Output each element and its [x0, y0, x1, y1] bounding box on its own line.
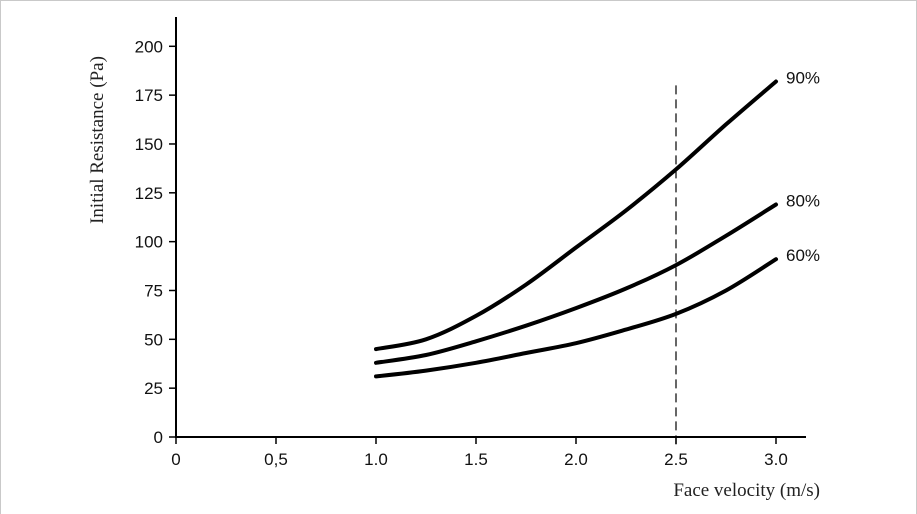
series-lines: [374, 79, 778, 379]
y-tick-label: 175: [135, 86, 163, 105]
series-line-90pct: [374, 79, 778, 352]
x-tick-label: 0,5: [264, 450, 288, 469]
series-line-60pct: [374, 257, 778, 379]
x-tick-label: 0: [171, 450, 180, 469]
y-tick-label: 100: [135, 233, 163, 252]
y-tick-label: 200: [135, 37, 163, 56]
x-axis-title: Face velocity (m/s): [673, 480, 820, 501]
x-tick-label: 2.5: [664, 450, 688, 469]
series-label: 60%: [786, 246, 820, 265]
y-tick-label: 50: [144, 330, 163, 349]
y-tick-label: 25: [144, 379, 163, 398]
series-label: 80%: [786, 192, 820, 211]
x-tick-label: 3.0: [764, 450, 788, 469]
series-label: 90%: [786, 68, 820, 87]
series-labels: 90% 80% 60%: [786, 68, 820, 265]
x-tick-label: 1.5: [464, 450, 488, 469]
x-tick-label: 1.0: [364, 450, 388, 469]
y-tick-label: 75: [144, 281, 163, 300]
y-tick-label: 0: [154, 428, 163, 447]
y-axis-title: Initial Resistance (Pa): [87, 56, 108, 224]
ticks: 0 25 50 75 100 125 150 175 200 0 0,5 1.0 1.5 2.0 2.5 3.…: [135, 37, 788, 469]
y-tick-label: 150: [135, 135, 163, 154]
series-line-80pct: [374, 202, 778, 365]
axes: [175, 17, 806, 438]
x-tick-label: 2.0: [564, 450, 588, 469]
y-tick-label: 125: [135, 184, 163, 203]
